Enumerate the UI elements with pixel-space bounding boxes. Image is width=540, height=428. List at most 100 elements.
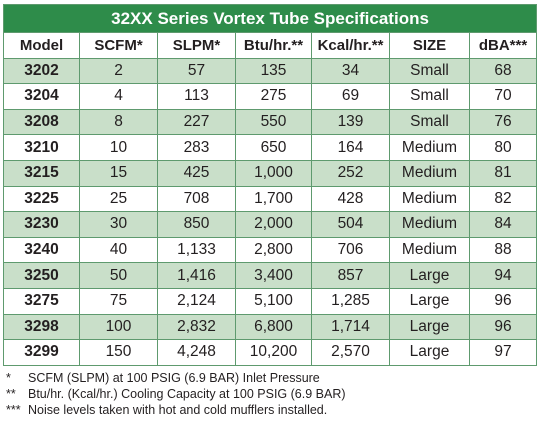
cell-slpm: 2,832 — [157, 313, 236, 341]
cell-size: Large — [389, 262, 470, 289]
cell-model: 3299 — [3, 339, 80, 366]
cell-btu: 275 — [235, 83, 312, 110]
cell-kcal: 34 — [311, 57, 390, 85]
cell-model: 3208 — [3, 108, 80, 136]
table-row: 3230 30 850 2,000 504 Medium 84 — [3, 211, 538, 238]
cell-kcal: 1,285 — [311, 287, 390, 315]
cell-btu: 1,700 — [235, 185, 312, 213]
table-row: 3250 50 1,416 3,400 857 Large 94 — [3, 262, 538, 289]
cell-dba: 96 — [468, 287, 538, 315]
cell-model: 3240 — [3, 236, 80, 264]
footnote: ** Btu/hr. (Kcal/hr.) Cooling Capacity at… — [6, 386, 534, 402]
cell-model: 3275 — [3, 287, 80, 315]
cell-dba: 80 — [468, 134, 538, 161]
footnote: * SCFM (SLPM) at 100 PSIG (6.9 BAR) Inlet… — [6, 370, 534, 386]
cell-slpm: 425 — [157, 159, 236, 187]
cell-scfm: 4 — [79, 83, 158, 110]
table-row: 3299 150 4,248 10,200 2,570 Large 97 — [3, 339, 538, 366]
cell-size: Small — [389, 57, 470, 85]
cell-model: 3202 — [3, 57, 80, 85]
cell-dba: 94 — [468, 262, 538, 289]
cell-scfm: 150 — [79, 339, 158, 366]
cell-dba: 96 — [468, 313, 538, 341]
cell-dba: 82 — [468, 185, 538, 213]
table-title: 32XX Series Vortex Tube Specifications — [2, 4, 538, 33]
cell-scfm: 25 — [79, 185, 158, 213]
cell-model: 3230 — [3, 211, 80, 238]
table-row: 3210 10 283 650 164 Medium 80 — [3, 134, 538, 161]
cell-scfm: 40 — [79, 236, 158, 264]
cell-model: 3204 — [3, 83, 80, 110]
col-header-scfm: SCFM* — [79, 32, 158, 59]
cell-kcal: 428 — [311, 185, 390, 213]
cell-size: Medium — [389, 159, 470, 187]
cell-btu: 2,800 — [235, 236, 312, 264]
table-row: 3225 25 708 1,700 428 Medium 82 — [3, 185, 538, 213]
cell-btu: 1,000 — [235, 159, 312, 187]
cell-slpm: 1,133 — [157, 236, 236, 264]
table-row: 3215 15 425 1,000 252 Medium 81 — [3, 159, 538, 187]
cell-scfm: 50 — [79, 262, 158, 289]
cell-slpm: 227 — [157, 108, 236, 136]
cell-size: Medium — [389, 134, 470, 161]
cell-dba: 68 — [468, 57, 538, 85]
footnote-text: Btu/hr. (Kcal/hr.) Cooling Capacity at 1… — [28, 387, 346, 401]
footnote-mark: * — [6, 371, 11, 385]
spec-table: 32XX Series Vortex Tube Specifications M… — [2, 4, 538, 366]
cell-btu: 3,400 — [235, 262, 312, 289]
cell-dba: 97 — [468, 339, 538, 366]
cell-btu: 135 — [235, 57, 312, 85]
header-row: Model SCFM* SLPM* Btu/hr.** Kcal/hr.** S… — [3, 32, 538, 59]
cell-dba: 76 — [468, 108, 538, 136]
cell-scfm: 15 — [79, 159, 158, 187]
cell-kcal: 139 — [311, 108, 390, 136]
col-header-kcal: Kcal/hr.** — [311, 32, 390, 59]
cell-slpm: 708 — [157, 185, 236, 213]
table-row: 3275 75 2,124 5,100 1,285 Large 96 — [3, 287, 538, 315]
cell-size: Large — [389, 287, 470, 315]
col-header-slpm: SLPM* — [157, 32, 236, 59]
cell-model: 3215 — [3, 159, 80, 187]
cell-scfm: 30 — [79, 211, 158, 238]
cell-btu: 650 — [235, 134, 312, 161]
cell-dba: 88 — [468, 236, 538, 264]
cell-model: 3225 — [3, 185, 80, 213]
cell-btu: 2,000 — [235, 211, 312, 238]
cell-scfm: 100 — [79, 313, 158, 341]
footnote-mark: ** — [6, 387, 16, 401]
cell-kcal: 164 — [311, 134, 390, 161]
cell-kcal: 504 — [311, 211, 390, 238]
cell-size: Small — [389, 83, 470, 110]
cell-dba: 70 — [468, 83, 538, 110]
table-row: 3298 100 2,832 6,800 1,714 Large 96 — [3, 313, 538, 341]
cell-model: 3298 — [3, 313, 80, 341]
cell-size: Medium — [389, 185, 470, 213]
cell-model: 3210 — [3, 134, 80, 161]
cell-size: Medium — [389, 236, 470, 264]
cell-scfm: 75 — [79, 287, 158, 315]
cell-kcal: 69 — [311, 83, 390, 110]
cell-kcal: 706 — [311, 236, 390, 264]
cell-slpm: 1,416 — [157, 262, 236, 289]
cell-slpm: 850 — [157, 211, 236, 238]
cell-kcal: 1,714 — [311, 313, 390, 341]
cell-model: 3250 — [3, 262, 80, 289]
cell-dba: 81 — [468, 159, 538, 187]
cell-btu: 550 — [235, 108, 312, 136]
cell-size: Medium — [389, 211, 470, 238]
col-header-btu: Btu/hr.** — [235, 32, 312, 59]
cell-slpm: 4,248 — [157, 339, 236, 366]
cell-slpm: 283 — [157, 134, 236, 161]
cell-kcal: 857 — [311, 262, 390, 289]
cell-scfm: 8 — [79, 108, 158, 136]
table-row: 3202 2 57 135 34 Small 68 — [3, 57, 538, 85]
footnote-mark: *** — [6, 403, 21, 417]
table-row: 3240 40 1,133 2,800 706 Medium 88 — [3, 236, 538, 264]
footnote-text: SCFM (SLPM) at 100 PSIG (6.9 BAR) Inlet … — [28, 371, 320, 385]
cell-size: Large — [389, 313, 470, 341]
table-row: 3208 8 227 550 139 Small 76 — [3, 108, 538, 136]
footnote: *** Noise levels taken with hot and cold … — [6, 402, 534, 418]
cell-slpm: 2,124 — [157, 287, 236, 315]
cell-btu: 10,200 — [235, 339, 312, 366]
cell-slpm: 113 — [157, 83, 236, 110]
